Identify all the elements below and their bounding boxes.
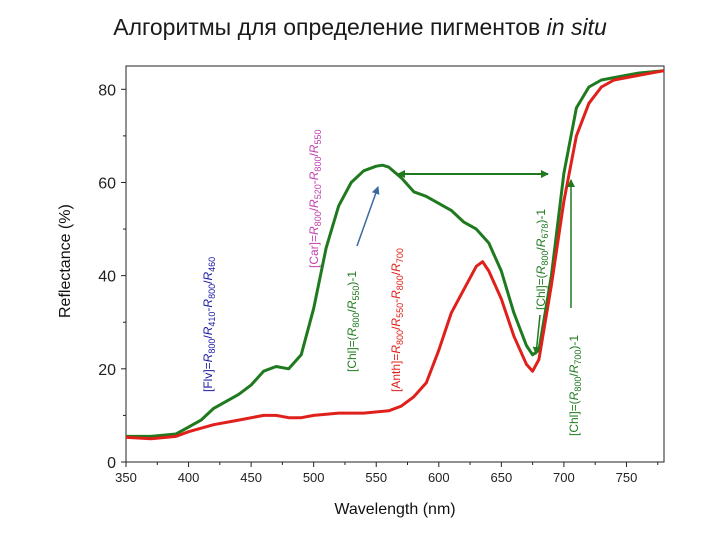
title-main: Алгоритмы для определение пигментов xyxy=(113,14,547,40)
annotation-car: [Car]=R800​/R520​-R800​/R550​ xyxy=(307,129,323,268)
arrow-dip-678 xyxy=(532,314,541,355)
x-tick-label: 700 xyxy=(553,470,575,485)
y-tick-label: 80 xyxy=(98,82,116,99)
y-tick-label: 60 xyxy=(98,175,116,192)
x-tick-label: 400 xyxy=(178,470,200,485)
annotation-flv: [Flv]=R800​/R410​-R800​/R460​ xyxy=(201,257,217,392)
x-tick-label: 600 xyxy=(428,470,450,485)
annotation-chl-550: [Chl]=(R800​/R550​)-1 xyxy=(345,271,361,372)
x-tick-label: 500 xyxy=(303,470,325,485)
series-line-green-leaf xyxy=(126,69,665,438)
annotation-chl-700: [Chl]=(R800​/R700​)-1 xyxy=(567,335,583,436)
y-axis-label: Reflectance (%) xyxy=(57,204,74,318)
arrow-peak-550 xyxy=(356,186,380,247)
plot-frame xyxy=(125,65,665,463)
x-tick-label: 750 xyxy=(616,470,638,485)
y-tick-label: 20 xyxy=(98,362,116,379)
annotation-anth: [Anth]=R800​/R550​-R800​/R700​ xyxy=(389,248,405,392)
slide-title: Алгоритмы для определение пигментов in s… xyxy=(0,14,720,41)
title-italic: in situ xyxy=(546,14,607,40)
x-tick-label: 350 xyxy=(115,470,137,485)
x-tick-label: 650 xyxy=(490,470,512,485)
series-line-red-leaf xyxy=(125,69,665,441)
y-tick-label: 0 xyxy=(107,455,116,472)
x-tick-label: 550 xyxy=(365,470,387,485)
annotation-chl-678: [Chl]=(R800​/R678​)-1 xyxy=(534,209,550,310)
x-axis-label: Wavelength (nm) xyxy=(334,501,455,518)
y-tick-label: 40 xyxy=(98,269,116,286)
x-tick-label: 450 xyxy=(240,470,262,485)
